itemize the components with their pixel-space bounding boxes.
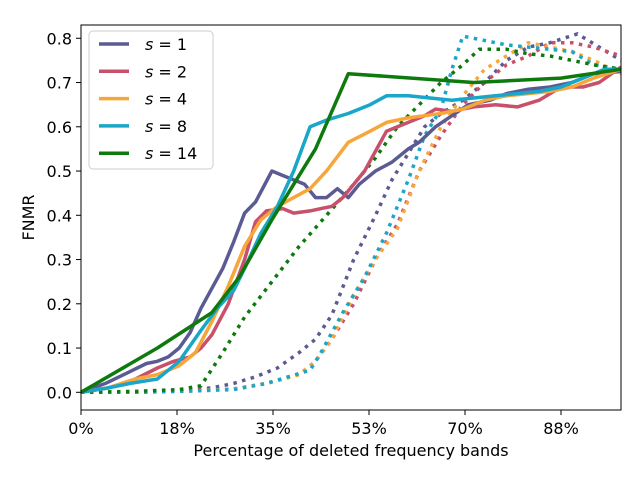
series-s1-dotted-line	[81, 31, 622, 395]
legend-label: s = 1	[145, 35, 187, 54]
legend-value: 2	[177, 62, 187, 81]
y-tick-label: 0.0	[47, 383, 72, 402]
y-axis: 0.0 0.1 0.2 0.3 0.4 0.5 0.6 0.7 0.8	[47, 29, 81, 402]
x-tick-label: 70%	[447, 419, 483, 438]
legend-entry: s = 8	[99, 117, 187, 136]
y-tick-label: 0.4	[47, 206, 72, 225]
legend-entry: s = 14	[99, 144, 197, 163]
plot-frame	[80, 24, 622, 411]
legend-entry: s = 1	[99, 35, 187, 54]
legend-label: s = 4	[145, 90, 187, 109]
x-tick-label: 88%	[543, 419, 579, 438]
legend-value: 8	[177, 117, 187, 136]
series-s8-solid-line	[80, 67, 621, 395]
y-tick-label: 0.2	[47, 295, 72, 314]
legend-value: 4	[177, 90, 187, 109]
legend-symbol: s	[145, 117, 153, 136]
y-tick-label: 0.1	[47, 339, 72, 358]
legend-entry: s = 4	[99, 90, 187, 109]
y-axis-label: FNMR	[19, 194, 38, 240]
legend-value: 1	[177, 35, 187, 54]
legend: s = 1s = 2s = 4s = 8s = 14	[88, 30, 214, 170]
y-tick-label: 0.6	[47, 118, 72, 137]
x-axis-label: Percentage of deleted frequency bands	[193, 441, 508, 460]
series-s14-solid-line	[80, 67, 622, 394]
legend-equals: =	[153, 35, 177, 54]
y-tick-label: 0.5	[47, 162, 72, 181]
legend-label: s = 8	[145, 117, 187, 136]
legend-equals: =	[153, 117, 177, 136]
legend-entry: s = 2	[99, 62, 187, 81]
x-tick-label: 35%	[255, 419, 291, 438]
legend-equals: =	[153, 62, 177, 81]
x-tick-label: 0%	[68, 419, 93, 438]
plot-lines	[80, 31, 623, 395]
legend-label: s = 14	[145, 144, 197, 163]
legend-symbol: s	[145, 62, 153, 81]
legend-box	[88, 30, 214, 170]
y-tick-label: 0.3	[47, 251, 72, 270]
y-tick-label: 0.7	[47, 74, 72, 93]
legend-equals: =	[153, 144, 177, 163]
legend-value: 14	[177, 144, 197, 163]
x-tick-label: 18%	[159, 419, 195, 438]
x-tick-label: 53%	[351, 419, 387, 438]
legend-label: s = 2	[145, 62, 187, 81]
x-axis: 0% 18% 35% 53% 70% 88%	[68, 410, 579, 438]
legend-symbol: s	[145, 90, 153, 109]
legend-equals: =	[153, 90, 177, 109]
legend-symbol: s	[145, 144, 153, 163]
y-tick-label: 0.8	[47, 29, 72, 48]
legend-symbol: s	[145, 35, 153, 54]
